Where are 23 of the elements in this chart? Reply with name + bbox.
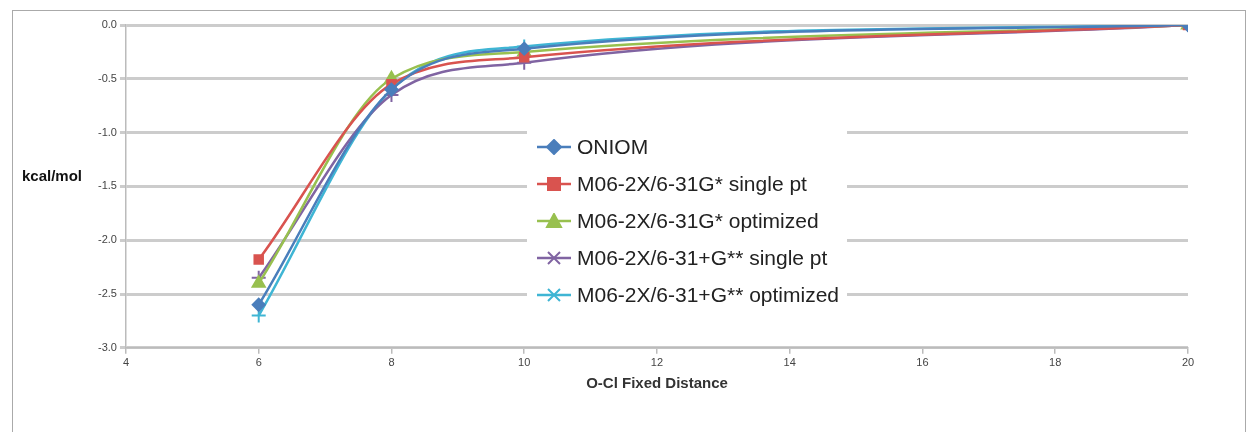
legend-label: ONIOM <box>576 135 649 160</box>
x-tick-label: 10 <box>518 356 531 369</box>
legend-label: M06-2X/6-31G* single pt <box>576 172 807 197</box>
y-tick-label: -1.0 <box>97 125 117 138</box>
x-tick-label: 16 <box>916 356 929 369</box>
x-tick-label: 18 <box>1049 356 1062 369</box>
y-tick-label: -0.5 <box>97 71 117 84</box>
legend-label: M06-2X/6-31+G** single pt <box>576 246 828 271</box>
x-tick-label: 14 <box>783 356 796 369</box>
y-tick-label: -3.0 <box>97 340 117 353</box>
x-axis-title: O-Cl Fixed Distance <box>586 374 728 392</box>
y-tick-label: 0.0 <box>101 18 117 31</box>
y-axis-title: kcal/mol <box>22 166 83 184</box>
x-tick-label: 12 <box>650 356 664 369</box>
y-tick-label: -2.0 <box>97 233 117 246</box>
x-tick-label: 6 <box>255 356 262 369</box>
x-tick-label: 20 <box>1181 356 1195 369</box>
y-tick-label: -1.5 <box>97 179 117 192</box>
legend-label: M06-2X/6-31G* optimized <box>576 209 819 234</box>
x-tick-label: 8 <box>388 356 395 369</box>
legend-label: M06-2X/6-31+G** optimized <box>576 283 840 308</box>
y-tick-label: -2.5 <box>97 287 117 300</box>
x-tick-label: 4 <box>122 356 130 369</box>
